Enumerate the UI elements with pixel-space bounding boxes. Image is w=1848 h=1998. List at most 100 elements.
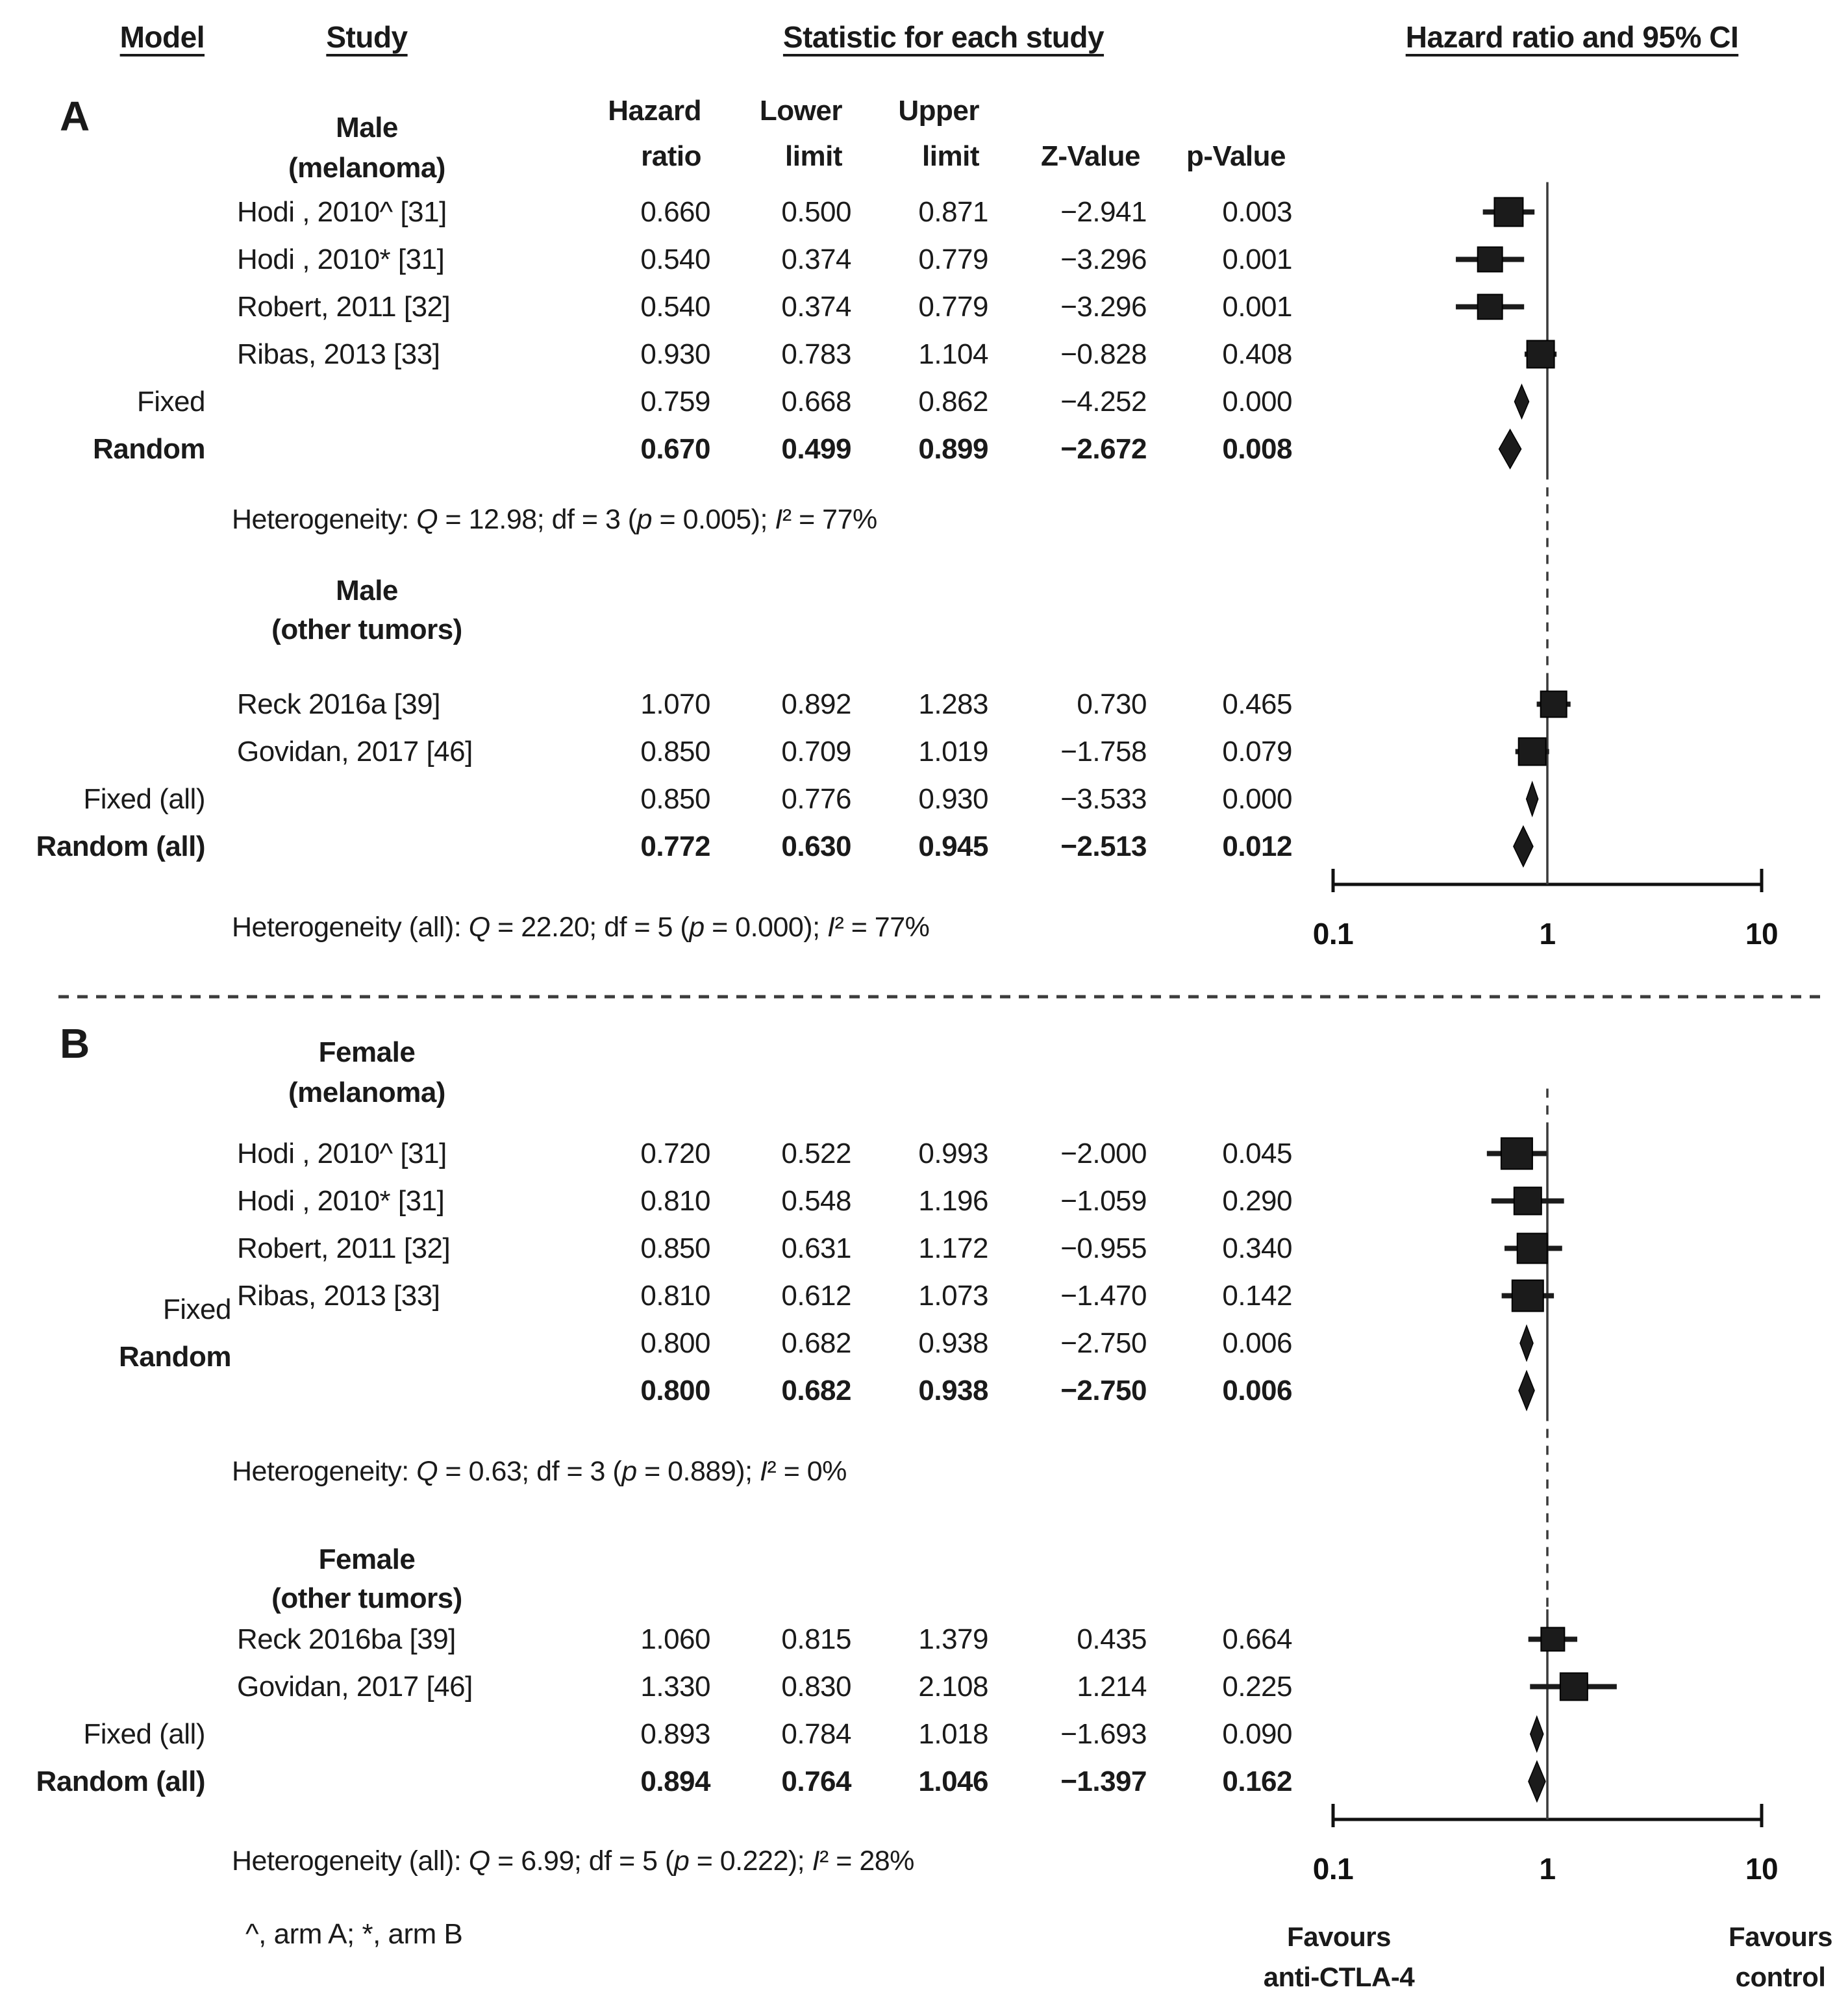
table-row-fixed: Fixed 0.759 0.668 0.862 −4.252 0.000 — [0, 378, 1848, 425]
study-label: Hodi , 2010* [31] — [237, 243, 445, 275]
z-value: −3.296 — [1060, 290, 1147, 323]
upper-value: 0.945 — [918, 830, 988, 862]
lower-value: 0.783 — [781, 338, 851, 370]
p-value: 0.006 — [1222, 1327, 1292, 1359]
model-label: Fixed (all) — [83, 1717, 205, 1750]
p-value: 0.340 — [1222, 1232, 1292, 1264]
z-value: 0.435 — [1077, 1623, 1147, 1655]
table-row: Govidan, 2017 [46] 0.850 0.709 1.019 −1.758 0… — [0, 728, 1848, 775]
upper-value: 1.046 — [918, 1765, 988, 1797]
upper-value: 1.018 — [918, 1717, 988, 1750]
hazard-ratio-column-header: Hazard ratio — [608, 95, 701, 172]
heterogeneity-b-melanoma: Heterogeneity: Q = 0.63; df = 3 (p = 0.8… — [232, 1456, 847, 1487]
lower-value: 0.815 — [781, 1623, 851, 1655]
p-value: 0.045 — [1222, 1137, 1292, 1169]
p-value: 0.162 — [1222, 1765, 1292, 1797]
p-value: 0.090 — [1222, 1717, 1292, 1750]
panel-b-label: B — [60, 1020, 90, 1067]
p-value: 0.001 — [1222, 243, 1292, 275]
p-value: 0.290 — [1222, 1184, 1292, 1217]
hr-value: 0.670 — [640, 432, 710, 465]
upper-value: 0.862 — [918, 385, 988, 418]
lower-value: 0.499 — [781, 432, 851, 465]
lower-limit-column-header: Lower limit — [759, 95, 843, 172]
hr-value: 0.894 — [640, 1765, 710, 1797]
lower-value: 0.682 — [781, 1327, 851, 1359]
model-label: Fixed (all) — [83, 782, 205, 815]
p-value: 0.465 — [1222, 688, 1292, 720]
panel-a-band: A Male (melanoma) Hazard ratio Lower limit… — [0, 65, 1848, 188]
upper-value: 0.871 — [918, 195, 988, 228]
panel-a-melanoma-rows: Hodi , 2010^ [31] 0.660 0.500 0.871 −2.941 0.… — [0, 188, 1848, 473]
group-header-male-other: Male (other tumors) — [0, 557, 1848, 655]
z-value: −3.533 — [1060, 782, 1147, 815]
study-label: Hodi , 2010* [31] — [237, 1184, 445, 1217]
p-value: 0.012 — [1222, 830, 1292, 862]
study-header: Study — [326, 20, 408, 54]
study-label: Ribas, 2013 [33] — [237, 1279, 440, 1312]
favours-right-label: Favours control — [1729, 1921, 1832, 1992]
heterogeneity-b-all: Heterogeneity (all): Q = 6.99; df = 5 (p… — [232, 1845, 914, 1877]
hr-value: 0.540 — [640, 290, 710, 323]
table-row: Ribas, 2013 [33] 0.810 0.612 1.073 −1.470 0.1… — [0, 1272, 1848, 1319]
model-label: Random — [119, 1340, 232, 1373]
table-row: Robert, 2011 [32] 0.540 0.374 0.779 −3.296 0.… — [0, 283, 1848, 331]
upper-value: 1.196 — [918, 1184, 988, 1217]
hr-value: 1.070 — [640, 688, 710, 720]
group-header-male-melanoma: Male (melanoma) — [214, 108, 519, 188]
hr-value: 0.720 — [640, 1137, 710, 1169]
z-value-column-header: Z-Value — [1041, 140, 1141, 172]
group-name: Male — [336, 112, 398, 144]
table-row: Reck 2016ba [39] 1.060 0.815 1.379 0.435 0.66… — [0, 1616, 1848, 1663]
group-header-female-other: Female (other tumors) — [0, 1518, 1848, 1616]
table-row-random: Random 0.800 0.682 0.938 −2.750 0.006 — [0, 1341, 1848, 1414]
footnote: ^, arm A; *, arm B — [245, 1918, 463, 1950]
model-label: Random (all) — [36, 830, 206, 862]
group-name: Male — [336, 575, 398, 606]
p-value-column-header: p-Value — [1186, 140, 1286, 172]
table-row-fixed-all: Fixed (all) 0.850 0.776 0.930 −3.533 0.000 — [0, 775, 1848, 823]
table-row-random-all: Random (all) 0.894 0.764 1.046 −1.397 0.162 — [0, 1758, 1848, 1805]
upper-value: 0.930 — [918, 782, 988, 815]
column-header-row: Model Study Statistic for each study Haz… — [0, 19, 1848, 65]
table-row: Hodi , 2010^ [31] 0.720 0.522 0.993 −2.000 0.… — [0, 1130, 1848, 1177]
p-value: 0.003 — [1222, 195, 1292, 228]
model-label: Fixed — [136, 385, 206, 418]
table-row: Robert, 2011 [32] 0.850 0.631 1.172 −0.955 0.… — [0, 1225, 1848, 1272]
lower-value: 0.631 — [781, 1232, 851, 1264]
lower-value: 0.630 — [781, 830, 851, 862]
p-value: 0.008 — [1222, 432, 1292, 465]
upper-value: 0.899 — [918, 432, 988, 465]
upper-value: 0.938 — [918, 1374, 988, 1406]
p-value: 0.000 — [1222, 782, 1292, 815]
lower-value: 0.892 — [781, 688, 851, 720]
study-label: Robert, 2011 [32] — [237, 1232, 451, 1264]
z-value: 1.214 — [1077, 1670, 1147, 1703]
hr-value: 0.930 — [640, 338, 710, 370]
lower-value: 0.374 — [781, 243, 851, 275]
z-value: −0.828 — [1060, 338, 1147, 370]
table-row-random-all: Random (all) 0.772 0.630 0.945 −2.513 0.012 — [0, 823, 1848, 870]
hr-value: 0.850 — [640, 1232, 710, 1264]
p-value: 0.079 — [1222, 735, 1292, 768]
hr-value: 1.060 — [640, 1623, 710, 1655]
z-value: −2.941 — [1060, 195, 1147, 228]
heterogeneity-a-melanoma: Heterogeneity: Q = 12.98; df = 3 (p = 0.… — [232, 504, 877, 535]
p-value: 0.000 — [1222, 385, 1292, 418]
table-row-fixed: Fixed 0.800 0.682 0.938 −2.750 0.006 — [0, 1293, 1848, 1367]
lower-value: 0.500 — [781, 195, 851, 228]
z-value: −1.470 — [1060, 1279, 1147, 1312]
p-value: 0.664 — [1222, 1623, 1292, 1655]
p-value: 0.142 — [1222, 1279, 1292, 1312]
panel-b-other-rows: Reck 2016ba [39] 1.060 0.815 1.379 0.435 0.66… — [0, 1616, 1848, 1805]
hr-value: 0.810 — [640, 1184, 710, 1217]
statistic-header: Statistic for each study — [782, 20, 1105, 54]
group-name: Female — [318, 1543, 416, 1575]
study-label: Hodi , 2010^ [31] — [237, 195, 447, 228]
study-label: Ribas, 2013 [33] — [237, 338, 440, 370]
hr-value: 0.800 — [640, 1327, 710, 1359]
table-row: Reck 2016a [39] 1.070 0.892 1.283 0.730 0.465 — [0, 681, 1848, 728]
hr-value: 0.810 — [640, 1279, 710, 1312]
lower-value: 0.776 — [781, 782, 851, 815]
table-row: Ribas, 2013 [33] 0.930 0.783 1.104 −0.828 0.4… — [0, 331, 1848, 378]
